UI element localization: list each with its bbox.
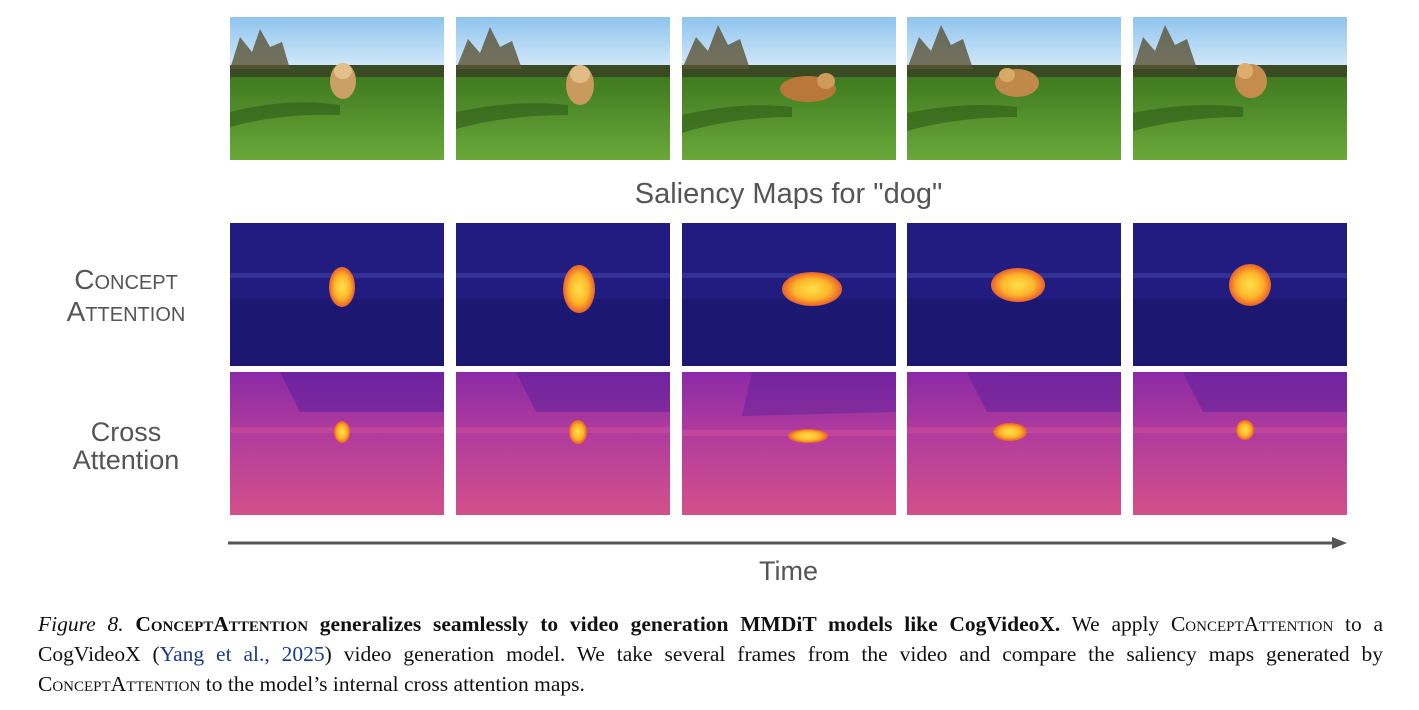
concept-attention-map-5 [1133, 223, 1347, 366]
caption-text-3: ) video generation model. We take severa… [324, 642, 1383, 666]
concept-attention-map-3 [682, 223, 896, 366]
caption-text-1: We apply [1060, 612, 1171, 636]
citation-link[interactable]: Yang et al., 2025 [159, 642, 325, 666]
time-axis-label: Time [759, 556, 818, 586]
video-frame-5 [1133, 17, 1347, 160]
caption-method-name-3: ConceptAttention [38, 672, 201, 696]
caption-text-4: to the model’s internal cross attention … [200, 672, 585, 696]
concept-attention-map-2 [456, 223, 670, 366]
concept-attention-map-4 [907, 223, 1121, 366]
cross-attention-row-label: Cross Attention [40, 418, 212, 474]
caption-method-name: ConceptAttention [135, 612, 309, 636]
time-arrow [228, 537, 1347, 549]
video-frame-2 [456, 17, 670, 160]
saliency-maps-title: Saliency Maps for "dog" [634, 178, 943, 210]
video-frame-1 [230, 17, 444, 160]
caption-method-name-2: ConceptAttention [1170, 612, 1334, 636]
cross-attention-map-3 [682, 372, 896, 515]
cross-attention-map-2 [456, 372, 670, 515]
figure-caption: Figure 8. ConceptAttention generalizes s… [38, 609, 1383, 699]
cross-attention-map-4 [907, 372, 1121, 515]
cross-attention-label-line2: Attention [72, 445, 180, 475]
caption-text-2: to a CogVideoX ( [38, 612, 1384, 666]
figure-label: Figure 8. [38, 612, 124, 636]
concept-attention-row-label: Concept Attention [40, 264, 212, 328]
caption-bold-text: generalizes seamlessly to video generati… [308, 612, 1061, 636]
concept-attention-label-line2: Attention [66, 296, 186, 327]
cross-attention-map-1 [230, 372, 444, 515]
concept-attention-label-line1: Concept [74, 264, 178, 295]
video-frame-3 [682, 17, 896, 160]
concept-attention-map-1 [230, 223, 444, 366]
video-frame-4 [907, 17, 1121, 160]
cross-attention-map-5 [1133, 372, 1347, 515]
cross-attention-label-line1: Cross [90, 417, 162, 447]
